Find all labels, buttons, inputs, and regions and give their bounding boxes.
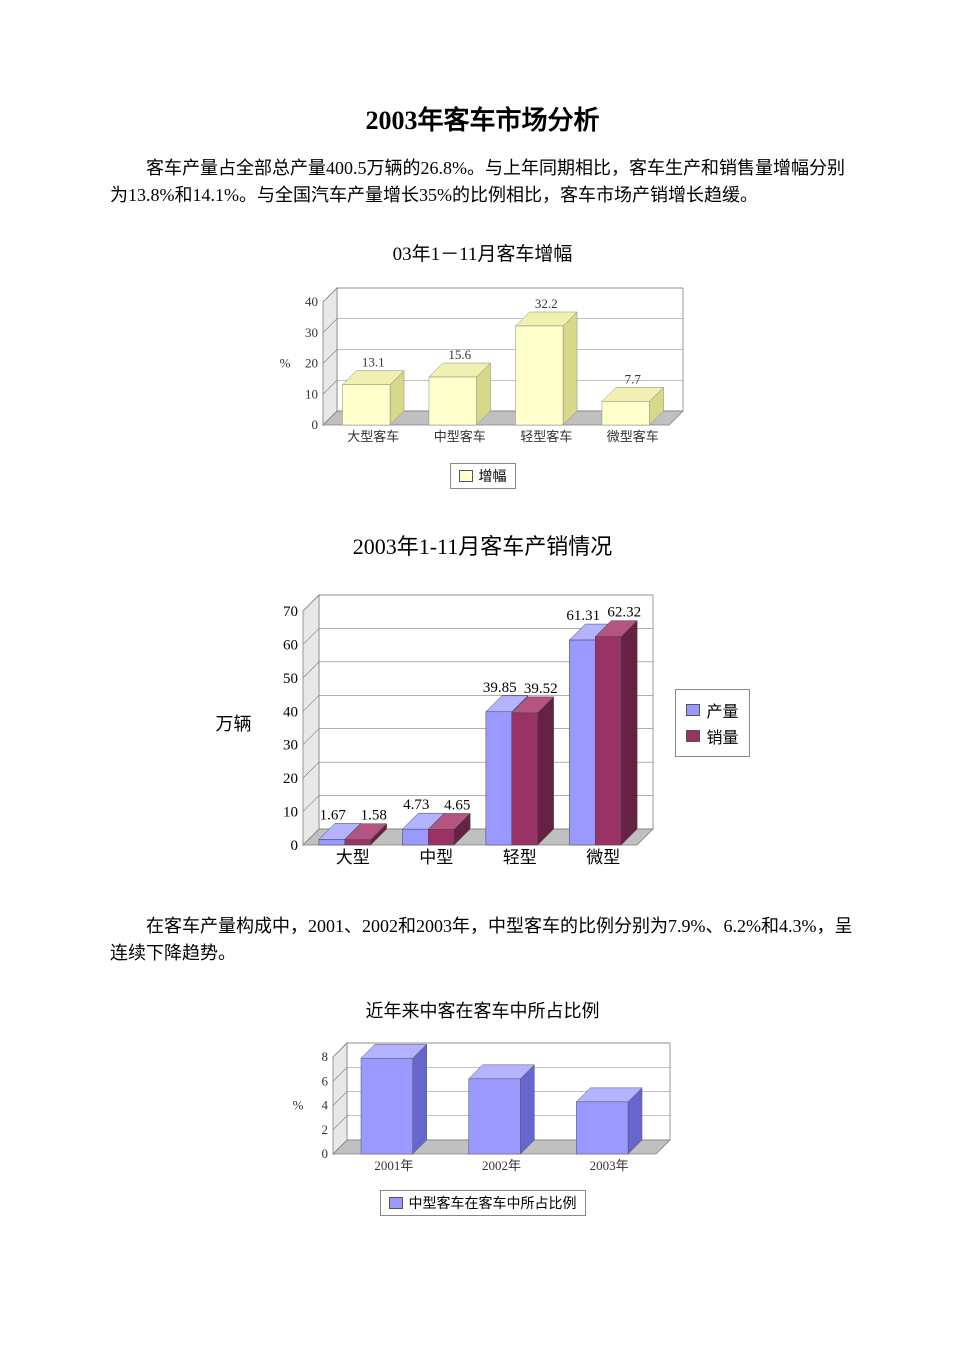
svg-text:30: 30: [283, 738, 298, 754]
chart1-legend-swatch: [459, 470, 473, 482]
svg-text:30: 30: [305, 325, 318, 340]
chart2-legend: 产量 销量: [675, 689, 749, 757]
chart3-title: 近年来中客在客车中所占比例: [366, 997, 600, 1023]
chart3-legend-swatch: [389, 1197, 403, 1209]
svg-text:2002年: 2002年: [481, 1158, 520, 1173]
svg-text:50: 50: [283, 671, 298, 687]
chart2-legend-row-0: 产量: [686, 698, 738, 722]
svg-text:4: 4: [321, 1098, 328, 1113]
chart1-legend: 增幅: [450, 463, 516, 489]
chart1-title: 03年1－11月客车增幅: [393, 239, 573, 266]
paragraph-2: 在客车产量构成中，2001、2002和2003年，中型客车的比例分别为7.9%、…: [110, 913, 855, 967]
chart2-legend-row-1: 销量: [686, 724, 738, 748]
svg-text:1.58: 1.58: [361, 808, 387, 824]
svg-text:62.32: 62.32: [608, 605, 642, 621]
svg-text:10: 10: [283, 805, 298, 821]
svg-text:40: 40: [305, 294, 318, 309]
svg-text:2003年: 2003年: [589, 1158, 628, 1173]
chart2-svg: 0 10 20 30 40 50 60 70 1.67 1.58 大型 4.73 4.65 中型 39.85…: [263, 573, 663, 873]
paragraph-1: 客车产量占全部总产量400.5万辆的26.8%。与上年同期相比，客车生产和销售量…: [110, 155, 855, 209]
svg-text:7.7: 7.7: [624, 371, 641, 386]
svg-text:15.6: 15.6: [448, 347, 471, 362]
svg-text:20: 20: [305, 356, 318, 371]
chart1-block: 03年1－11月客车增幅 0 10 20 30 40% 13.1 大型客车 15.6 中型客车 3…: [110, 239, 855, 489]
svg-text:20: 20: [283, 771, 298, 787]
chart3-legend: 中型客车在客车中所占比例: [380, 1190, 586, 1216]
svg-text:大型: 大型: [336, 848, 370, 867]
chart2-title: 2003年1-11月客车产销情况: [353, 529, 613, 561]
svg-text:60: 60: [283, 637, 298, 653]
svg-text:中型客车: 中型客车: [433, 429, 485, 444]
svg-text:1.67: 1.67: [320, 807, 347, 823]
svg-text:轻型客车: 轻型客车: [520, 429, 572, 444]
svg-text:微型客车: 微型客车: [606, 429, 658, 444]
svg-text:32.2: 32.2: [534, 296, 557, 311]
chart2-legend-swatch-1: [686, 730, 700, 742]
chart3-block: 近年来中客在客车中所占比例 0 2 4 6 8% 2001年 2002年 2003年 中型客车…: [110, 997, 855, 1216]
svg-text:中型: 中型: [420, 848, 454, 867]
svg-text:轻型: 轻型: [503, 848, 537, 867]
chart2-block: 2003年1-11月客车产销情况 万辆 0 10 20 30 40 50 60 70 1.67 1…: [110, 529, 855, 873]
svg-text:0: 0: [321, 1146, 328, 1161]
svg-text:%: %: [279, 356, 290, 371]
svg-text:8: 8: [321, 1049, 328, 1064]
svg-text:40: 40: [283, 704, 298, 720]
chart3-legend-label: 中型客车在客车中所占比例: [409, 1193, 577, 1213]
chart3-svg: 0 2 4 6 8% 2001年 2002年 2003年: [278, 1035, 688, 1180]
svg-text:10: 10: [305, 386, 318, 401]
chart1-svg: 0 10 20 30 40% 13.1 大型客车 15.6 中型客车 32.2 轻型客车 7.7 微型客…: [263, 278, 703, 453]
svg-text:2001年: 2001年: [374, 1158, 413, 1173]
svg-text:6: 6: [321, 1073, 328, 1088]
svg-text:13.1: 13.1: [361, 355, 384, 370]
svg-text:39.52: 39.52: [524, 681, 558, 697]
chart2-ylabel: 万辆: [215, 710, 251, 736]
svg-text:微型: 微型: [587, 848, 621, 867]
svg-text:0: 0: [311, 417, 318, 432]
svg-text:70: 70: [283, 604, 298, 620]
svg-text:0: 0: [291, 838, 299, 854]
svg-text:4.65: 4.65: [445, 797, 471, 813]
chart2-legend-label-1: 销量: [706, 724, 738, 748]
document-title: 2003年客车市场分析: [110, 100, 855, 137]
document-page: 2003年客车市场分析 客车产量占全部总产量400.5万辆的26.8%。与上年同…: [0, 0, 965, 1296]
chart2-legend-swatch-0: [686, 704, 700, 716]
svg-text:%: %: [292, 1098, 303, 1113]
svg-text:61.31: 61.31: [567, 608, 601, 624]
svg-text:大型客车: 大型客车: [347, 429, 399, 444]
chart2-legend-label-0: 产量: [706, 698, 738, 722]
svg-text:4.73: 4.73: [404, 797, 430, 813]
svg-text:39.85: 39.85: [483, 680, 517, 696]
svg-text:2: 2: [321, 1122, 328, 1137]
chart1-legend-label: 增幅: [479, 466, 507, 486]
